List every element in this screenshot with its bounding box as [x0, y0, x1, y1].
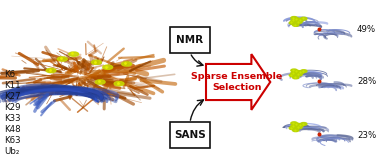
Text: 23%: 23%: [357, 131, 376, 140]
Circle shape: [293, 129, 299, 132]
Text: SANS: SANS: [174, 130, 206, 140]
Circle shape: [291, 125, 297, 127]
Circle shape: [293, 23, 299, 26]
Circle shape: [289, 127, 296, 130]
Circle shape: [103, 65, 113, 69]
Circle shape: [69, 52, 79, 56]
Circle shape: [46, 68, 56, 73]
Text: K11: K11: [5, 81, 21, 90]
Circle shape: [296, 73, 302, 76]
Circle shape: [122, 62, 132, 66]
Text: K33: K33: [5, 114, 21, 123]
FancyBboxPatch shape: [170, 122, 210, 148]
Circle shape: [291, 17, 297, 19]
Circle shape: [296, 21, 302, 23]
Circle shape: [291, 122, 297, 125]
Text: 28%: 28%: [357, 78, 376, 86]
Circle shape: [296, 126, 302, 129]
Circle shape: [294, 18, 301, 21]
Circle shape: [291, 69, 297, 72]
Circle shape: [297, 71, 304, 74]
Circle shape: [301, 70, 307, 72]
Circle shape: [289, 21, 296, 24]
Circle shape: [91, 60, 101, 64]
Circle shape: [294, 123, 301, 126]
Circle shape: [293, 76, 299, 79]
Circle shape: [301, 17, 307, 20]
Circle shape: [291, 19, 297, 22]
Text: 49%: 49%: [357, 25, 376, 34]
Circle shape: [294, 70, 301, 73]
Circle shape: [57, 57, 67, 61]
Circle shape: [301, 123, 307, 125]
Text: K29: K29: [5, 103, 21, 112]
Circle shape: [291, 72, 297, 75]
Circle shape: [289, 74, 296, 77]
Circle shape: [95, 80, 105, 84]
Polygon shape: [206, 54, 270, 110]
Text: K63: K63: [5, 136, 21, 145]
Text: K27: K27: [5, 92, 21, 101]
FancyBboxPatch shape: [170, 27, 210, 53]
Text: K48: K48: [5, 125, 21, 134]
Text: Ub₂: Ub₂: [5, 147, 20, 156]
Circle shape: [297, 124, 304, 127]
Text: Sparse Ensemble
Selection: Sparse Ensemble Selection: [191, 72, 282, 92]
Text: NMR: NMR: [177, 35, 203, 45]
Circle shape: [297, 19, 304, 21]
Text: K6: K6: [5, 70, 15, 79]
Circle shape: [114, 82, 124, 86]
